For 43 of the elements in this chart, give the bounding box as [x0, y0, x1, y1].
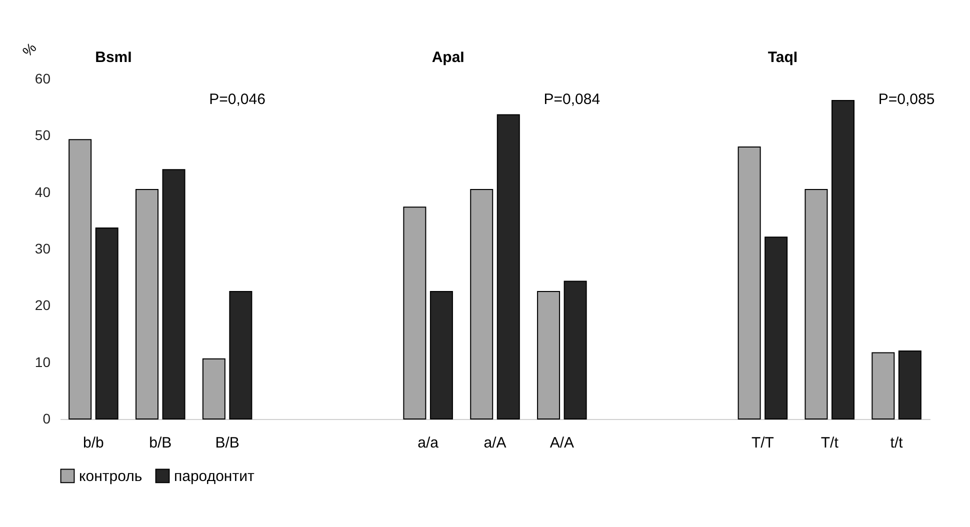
x-tick-label: a/A — [484, 434, 506, 452]
bar — [898, 350, 922, 420]
legend-label: контроль — [79, 468, 142, 485]
bar — [202, 358, 226, 420]
bar — [229, 291, 252, 420]
x-tick-label: A/A — [550, 434, 574, 452]
x-tick-label: T/t — [820, 434, 840, 452]
x-tick-label: b/b — [83, 434, 104, 452]
bar — [136, 189, 158, 420]
x-tick-label: a/a — [418, 434, 440, 452]
y-tick-label: 10 — [34, 354, 51, 370]
bar — [470, 189, 494, 420]
x-tick-label: b/B — [149, 434, 172, 452]
y-tick-label: 30 — [34, 240, 51, 256]
bar — [537, 291, 560, 420]
text: TaqI — [768, 49, 798, 66]
y-tick-label: 20 — [34, 297, 51, 314]
x-tick-label: t/t — [890, 434, 904, 452]
bar — [764, 236, 788, 420]
annotation: P=0,046 — [209, 91, 266, 108]
bar — [68, 139, 92, 420]
y-axis-title: % — [19, 39, 40, 60]
annotation: P=0,084 — [544, 91, 600, 108]
y-tick-label: 60 — [34, 70, 51, 86]
bar — [738, 146, 761, 420]
x-tick-label: B/B — [215, 434, 240, 452]
bar — [403, 206, 426, 420]
bar — [804, 189, 828, 420]
y-tick-label: 40 — [34, 184, 51, 200]
y-tick-label: 50 — [34, 127, 51, 144]
x-tick-label: T/T — [751, 434, 774, 452]
y-tick-label: 0 — [42, 410, 51, 426]
bar — [430, 291, 453, 420]
bar — [95, 228, 118, 420]
text: BsmI — [95, 49, 132, 66]
bar — [872, 352, 895, 420]
bar — [564, 280, 587, 420]
bar — [832, 100, 854, 420]
text: ApaI — [432, 49, 464, 66]
bar — [496, 114, 520, 420]
legend-label: пародонтит — [174, 468, 254, 485]
annotation: P=0,085 — [878, 91, 935, 108]
bar — [162, 169, 186, 420]
